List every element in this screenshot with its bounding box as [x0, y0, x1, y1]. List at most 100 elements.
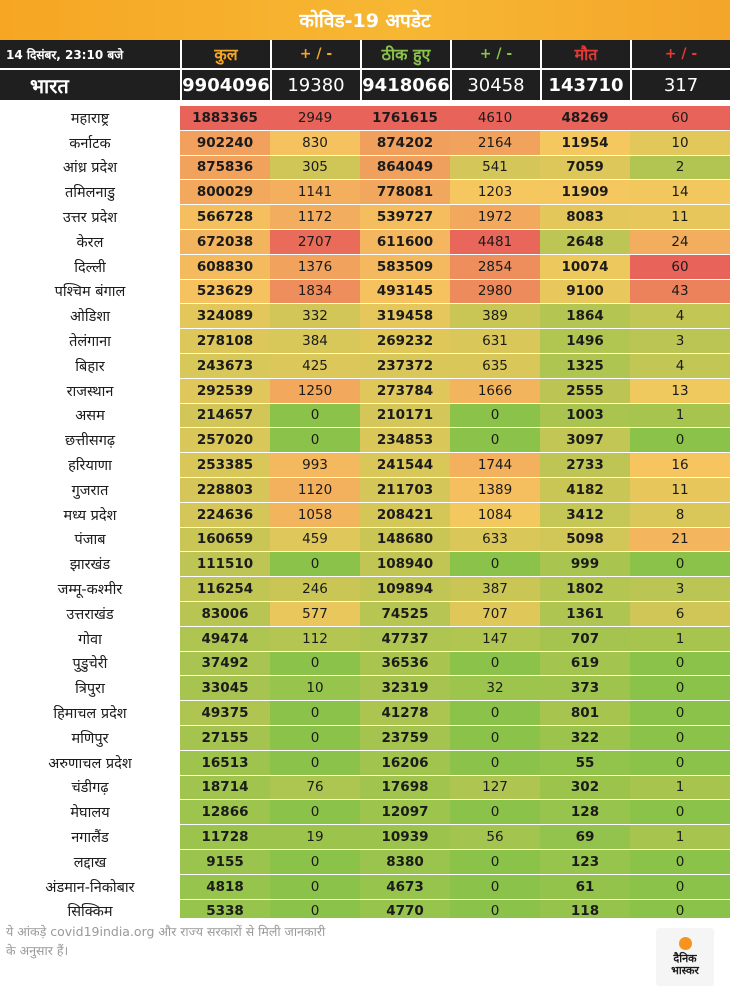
- cell-recovered-delta: 1203: [450, 180, 540, 205]
- cell-recovered: 241544: [360, 453, 450, 477]
- table-row: लद्दाख 9155 0 8380 0 123 0: [0, 849, 730, 875]
- cell-deaths: 123: [540, 849, 630, 874]
- cell-total: 292539: [180, 378, 270, 403]
- national-deaths: 143710: [540, 70, 630, 100]
- cell-total: 83006: [180, 601, 270, 626]
- cell-total: 49375: [180, 701, 270, 725]
- cell-total: 18714: [180, 775, 270, 800]
- cell-total-delta: 332: [270, 304, 360, 329]
- cell-deaths-delta: 11: [630, 477, 730, 502]
- state-name: केरल: [0, 229, 180, 254]
- cell-total: 12866: [180, 800, 270, 825]
- cell-total: 875836: [180, 155, 270, 180]
- cell-recovered-delta: 389: [450, 304, 540, 329]
- cell-deaths-delta: 60: [630, 254, 730, 279]
- cell-deaths: 118: [540, 899, 630, 924]
- cell-recovered: 108940: [360, 552, 450, 577]
- cell-deaths-delta: 0: [630, 676, 730, 701]
- cell-deaths-delta: 13: [630, 378, 730, 403]
- cell-total: 116254: [180, 577, 270, 601]
- cell-recovered: 47737: [360, 626, 450, 651]
- cell-deaths: 69: [540, 825, 630, 849]
- state-name: अंडमान-निकोबार: [0, 874, 180, 899]
- cell-deaths-delta: 0: [630, 849, 730, 874]
- table-row: सिक्किम 5338 0 4770 0 118 0: [0, 899, 730, 925]
- cell-recovered-delta: 707: [450, 601, 540, 626]
- col-deaths-header: मौत: [540, 40, 630, 68]
- cell-recovered-delta: 0: [450, 725, 540, 750]
- table-row: केरल 672038 2707 611600 4481 2648 24: [0, 229, 730, 255]
- national-name: भारत: [0, 70, 180, 100]
- cell-total-delta: 459: [270, 527, 360, 552]
- cell-deaths: 9100: [540, 279, 630, 304]
- table-row: हिमाचल प्रदेश 49375 0 41278 0 801 0: [0, 701, 730, 726]
- state-name: उत्तर प्रदेश: [0, 205, 180, 229]
- cell-total-delta: 0: [270, 552, 360, 577]
- cell-deaths: 1361: [540, 601, 630, 626]
- cell-total-delta: 0: [270, 800, 360, 825]
- cell-recovered: 269232: [360, 329, 450, 353]
- cell-total: 228803: [180, 477, 270, 502]
- cell-deaths-delta: 1: [630, 775, 730, 800]
- state-name: कर्नाटक: [0, 130, 180, 155]
- state-name: अरुणाचल प्रदेश: [0, 750, 180, 775]
- cell-deaths-delta: 60: [630, 106, 730, 130]
- cell-recovered-delta: 1666: [450, 378, 540, 403]
- cell-total: 278108: [180, 329, 270, 353]
- cell-recovered-delta: 0: [450, 899, 540, 924]
- cell-total: 800029: [180, 180, 270, 205]
- cell-recovered-delta: 0: [450, 701, 540, 725]
- col-recovered-delta-header: + / -: [450, 40, 540, 68]
- cell-recovered: 208421: [360, 502, 450, 527]
- cell-total-delta: 76: [270, 775, 360, 800]
- cell-deaths: 1325: [540, 353, 630, 378]
- cell-deaths: 373: [540, 676, 630, 701]
- state-name: सिक्किम: [0, 899, 180, 924]
- cell-recovered-delta: 32: [450, 676, 540, 701]
- table-row: मध्य प्रदेश 224636 1058 208421 1084 3412 8: [0, 502, 730, 528]
- table-row: असम 214657 0 210171 0 1003 1: [0, 403, 730, 429]
- state-name: ओडिशा: [0, 304, 180, 329]
- cell-total-delta: 305: [270, 155, 360, 180]
- state-name: पश्चिम बंगाल: [0, 279, 180, 304]
- cell-recovered: 874202: [360, 130, 450, 155]
- cell-deaths: 5098: [540, 527, 630, 552]
- cell-total-delta: 830: [270, 130, 360, 155]
- cell-total: 16513: [180, 750, 270, 775]
- cell-total-delta: 0: [270, 849, 360, 874]
- cell-deaths-delta: 3: [630, 577, 730, 601]
- cell-deaths: 1003: [540, 403, 630, 428]
- cell-total: 1883365: [180, 106, 270, 130]
- cell-total-delta: 0: [270, 725, 360, 750]
- state-name: जम्मू-कश्मीर: [0, 577, 180, 601]
- table-row: बिहार 243673 425 237372 635 1325 4: [0, 353, 730, 379]
- cell-recovered: 1761615: [360, 106, 450, 130]
- cell-deaths-delta: 1: [630, 626, 730, 651]
- cell-recovered: 319458: [360, 304, 450, 329]
- timestamp: 14 दिसंबर, 23:10 बजे: [6, 47, 124, 62]
- cell-deaths-delta: 24: [630, 229, 730, 254]
- table-row: जम्मू-कश्मीर 116254 246 109894 387 1802 3: [0, 577, 730, 602]
- cell-deaths-delta: 10: [630, 130, 730, 155]
- cell-recovered-delta: 1389: [450, 477, 540, 502]
- cell-deaths-delta: 11: [630, 205, 730, 229]
- cell-recovered: 12097: [360, 800, 450, 825]
- table-row: गुजरात 228803 1120 211703 1389 4182 11: [0, 477, 730, 503]
- cell-recovered-delta: 4481: [450, 229, 540, 254]
- cell-deaths: 11954: [540, 130, 630, 155]
- state-name: मेघालय: [0, 800, 180, 825]
- cell-total-delta: 0: [270, 701, 360, 725]
- table-row: हरियाणा 253385 993 241544 1744 2733 16: [0, 453, 730, 478]
- cell-total: 27155: [180, 725, 270, 750]
- cell-total-delta: 10: [270, 676, 360, 701]
- cell-total-delta: 0: [270, 750, 360, 775]
- state-name: झारखंड: [0, 552, 180, 577]
- state-name: त्रिपुरा: [0, 676, 180, 701]
- cell-recovered-delta: 147: [450, 626, 540, 651]
- table-row: झारखंड 111510 0 108940 0 999 0: [0, 552, 730, 578]
- logo-line-2: भास्कर: [671, 964, 699, 977]
- table-row: अंडमान-निकोबार 4818 0 4673 0 61 0: [0, 874, 730, 900]
- cell-deaths-delta: 0: [630, 552, 730, 577]
- cell-recovered-delta: 0: [450, 403, 540, 428]
- cell-deaths-delta: 1: [630, 403, 730, 428]
